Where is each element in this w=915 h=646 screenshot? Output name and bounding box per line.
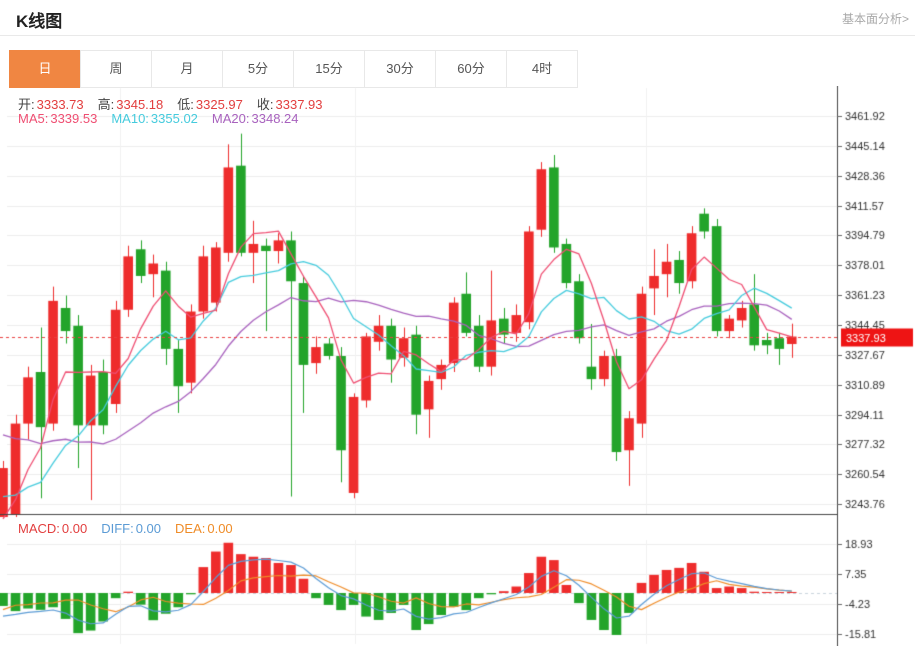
- macd-item-label: DIFF:: [101, 521, 134, 536]
- tab-30min[interactable]: 30分: [364, 50, 436, 88]
- macd-item-label: DEA:: [175, 521, 206, 536]
- ohlc-item-value: 3337.93: [275, 97, 323, 112]
- ma-item-value: 3339.53: [50, 111, 98, 126]
- tab-day[interactable]: 日: [9, 50, 81, 88]
- ohlc-item-value: 3325.97: [195, 97, 243, 112]
- header-divider: [0, 35, 915, 36]
- tab-week[interactable]: 周: [80, 50, 152, 88]
- macd-item-label: MACD:: [18, 521, 60, 536]
- ohlc-legend: 开: 3333.73 高: 3345.18 低: 3325.97 收: 3337.93: [18, 94, 337, 113]
- ma-legend: MA5: 3339.53 MA10: 3355.02 MA20: 3348.24: [18, 111, 313, 126]
- period-tabs: 日周月 5分 15分 30分 60分 4时: [9, 50, 578, 88]
- ma-item-label: MA20:: [211, 111, 250, 126]
- ma-item-label: MA10:: [111, 111, 149, 126]
- page-title: K线图: [16, 12, 63, 31]
- macd-item-value: 0.00: [207, 521, 233, 536]
- ohlc-item-label: 高:: [97, 97, 115, 112]
- ma-item-value: 3355.02: [150, 111, 198, 126]
- macd-item-value: 0.00: [61, 521, 88, 536]
- fundamental-analysis-link[interactable]: 基本面分析>: [841, 12, 909, 26]
- ohlc-item-label: 收:: [256, 97, 274, 112]
- ma-item-value: 3348.24: [251, 111, 299, 126]
- tab-month[interactable]: 月: [151, 50, 223, 88]
- ohlc-item-value: 3333.73: [36, 97, 84, 112]
- kline-chart-canvas[interactable]: [0, 86, 915, 646]
- ohlc-item-label: 开:: [18, 97, 35, 112]
- ma-item-label: MA5:: [18, 111, 49, 126]
- macd-legend: MACD: 0.00 DIFF: 0.00 DEA: 0.00: [18, 521, 247, 536]
- ohlc-item-label: 低:: [177, 97, 194, 112]
- macd-item-value: 0.00: [135, 521, 162, 536]
- tab-5min[interactable]: 5分: [222, 50, 294, 88]
- tab-60min[interactable]: 60分: [435, 50, 507, 88]
- ohlc-item-value: 3345.18: [116, 97, 164, 112]
- tab-4hour[interactable]: 4时: [506, 50, 578, 88]
- tab-15min[interactable]: 15分: [293, 50, 365, 88]
